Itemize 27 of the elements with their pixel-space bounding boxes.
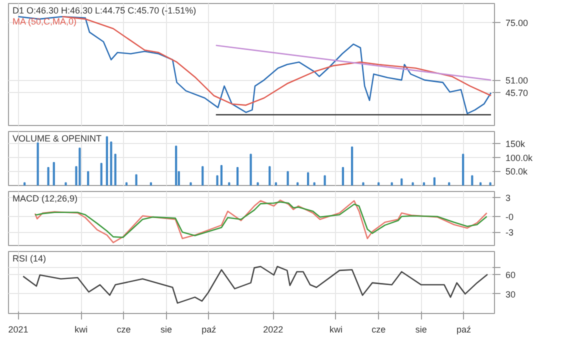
y-tick-label: -3 [506, 228, 514, 238]
y-tick-label: 3 [506, 192, 511, 203]
x-tick-label: sie [415, 324, 427, 334]
y-tick-label: 100.0k [506, 152, 534, 163]
x-tick-label: kwi [329, 324, 342, 334]
y-tick-label: 45.70 [506, 88, 528, 98]
chart-title: D1 O:46.30 H:46.30 L:44.75 C:45.70 (-1.51%) [12, 6, 196, 16]
chart-title: RSI (14) [12, 254, 46, 264]
x-tick-label: 2022 [263, 324, 284, 334]
y-tick-label: 75.00 [506, 18, 528, 28]
chart-title: MACD (12,26,9) [12, 194, 78, 204]
x-tick-label: sie [160, 324, 172, 334]
y-tick-label: -0 [506, 212, 514, 222]
series-label: MA (50,C,MA,0) [12, 16, 77, 26]
x-tick-label: cze [372, 324, 386, 334]
x-tick-label: paź [202, 324, 217, 334]
y-tick-label: 150k [506, 138, 526, 149]
x-tick-label: 2021 [8, 324, 28, 334]
y-tick-label: 51.00 [506, 76, 528, 86]
line-series [22, 266, 488, 304]
x-tick-label: paź [456, 324, 472, 334]
y-tick-label: 60 [506, 270, 516, 280]
y-tick-label: 30 [506, 289, 516, 300]
y-tick-label: 50.0k [506, 166, 528, 177]
x-tick-label: cze [116, 324, 131, 334]
chart-title: VOLUME & OPENINT [12, 134, 102, 144]
x-tick-label: kwi [74, 324, 88, 334]
